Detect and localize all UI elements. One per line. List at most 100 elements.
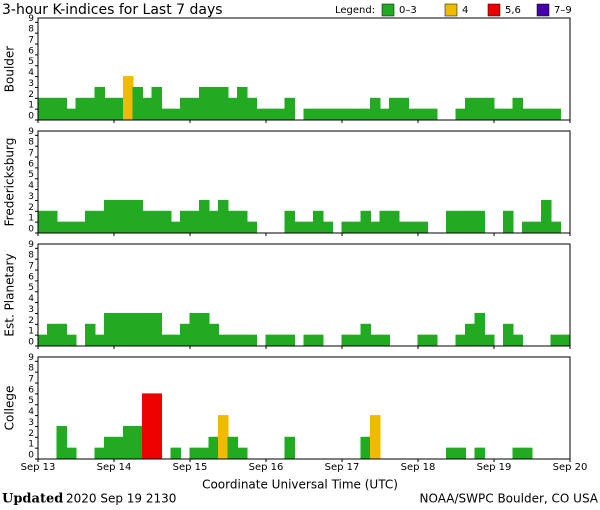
bar — [484, 97, 495, 121]
bar — [218, 415, 229, 460]
bar — [113, 97, 124, 121]
bar — [474, 447, 485, 460]
bar — [170, 447, 181, 460]
bar — [132, 312, 143, 347]
bar — [256, 108, 267, 121]
bar — [360, 108, 371, 121]
bar — [237, 447, 248, 460]
bar — [446, 447, 457, 460]
bar — [389, 210, 400, 234]
bar — [75, 221, 86, 234]
bar — [560, 334, 571, 347]
bar — [246, 221, 257, 234]
legend-title: Legend: — [335, 5, 375, 16]
bar — [208, 86, 219, 121]
bar — [322, 221, 333, 234]
bar — [474, 97, 485, 121]
bar — [351, 108, 362, 121]
panel-frame — [37, 130, 571, 234]
bar — [104, 436, 115, 460]
bar — [66, 334, 77, 347]
bar — [446, 210, 457, 234]
bar — [398, 221, 409, 234]
bar — [66, 447, 77, 460]
bar — [104, 312, 115, 347]
y-tick-label: 0 — [28, 112, 34, 122]
bar — [246, 334, 257, 347]
y-tick-label: 5 — [28, 396, 34, 406]
bar — [113, 312, 124, 347]
bar — [170, 221, 181, 234]
y-tick-label: 3 — [28, 418, 34, 428]
y-tick-label: 7 — [28, 149, 34, 159]
bar — [455, 210, 466, 234]
bar — [123, 76, 134, 121]
bar — [161, 108, 172, 121]
bar — [427, 108, 438, 121]
bar — [246, 97, 257, 121]
y-tick-label: 6 — [28, 272, 34, 282]
bar — [360, 210, 371, 234]
bar — [427, 334, 438, 347]
bar — [227, 436, 238, 460]
y-tick-label: 3 — [28, 79, 34, 89]
bar — [208, 436, 219, 460]
bar — [512, 447, 523, 460]
y-tick-label: 4 — [28, 68, 34, 78]
x-tick-label: Sep 16 — [249, 462, 284, 473]
bar — [123, 425, 134, 460]
x-tick-label: Sep 17 — [325, 462, 360, 473]
y-tick-label: 2 — [28, 203, 34, 213]
bar — [151, 312, 162, 347]
x-tick-label: Sep 19 — [477, 462, 512, 473]
y-tick-label: 7 — [28, 375, 34, 385]
bar — [56, 323, 67, 347]
bar — [408, 221, 419, 234]
panel-frame — [37, 356, 571, 460]
bar — [199, 86, 210, 121]
bar — [512, 334, 523, 347]
y-tick-label: 4 — [28, 407, 34, 417]
bar — [284, 97, 295, 121]
bar — [370, 334, 381, 347]
legend-label: 4 — [462, 5, 468, 16]
bar — [75, 97, 86, 121]
y-tick-label: 8 — [28, 251, 34, 261]
panel-frame — [37, 243, 571, 347]
bar — [351, 334, 362, 347]
y-tick-label: 0 — [28, 225, 34, 235]
bar — [104, 97, 115, 121]
panel-frame — [37, 17, 571, 121]
bar — [265, 334, 276, 347]
y-tick-label: 1 — [28, 440, 34, 450]
x-tick-label: Sep 13 — [21, 462, 56, 473]
legend-swatch — [536, 3, 550, 17]
bar — [227, 210, 238, 234]
bar — [180, 210, 191, 234]
y-tick-label: 1 — [28, 214, 34, 224]
bar — [161, 210, 172, 234]
bar — [94, 86, 105, 121]
legend-swatch — [487, 3, 501, 17]
bar — [170, 108, 181, 121]
bar — [313, 108, 324, 121]
bar — [151, 210, 162, 234]
bar — [132, 86, 143, 121]
y-tick-label: 8 — [28, 25, 34, 35]
bar — [199, 447, 210, 460]
bar — [142, 97, 153, 121]
bar — [123, 312, 134, 347]
bar — [66, 108, 77, 121]
x-tick-label: Sep 20 — [553, 462, 588, 473]
bar — [56, 97, 67, 121]
bar — [379, 108, 390, 121]
bar — [313, 334, 324, 347]
y-tick-label: 5 — [28, 57, 34, 67]
bar — [284, 436, 295, 460]
bar — [189, 312, 200, 347]
bar — [66, 221, 77, 234]
bar — [474, 210, 485, 234]
bar — [104, 199, 115, 234]
bar — [218, 199, 229, 234]
bar — [208, 210, 219, 234]
